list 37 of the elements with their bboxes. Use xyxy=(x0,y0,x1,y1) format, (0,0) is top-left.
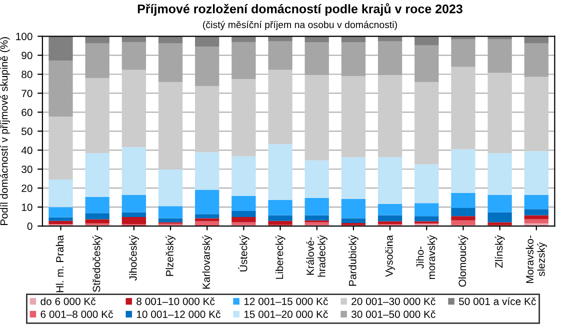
legend-label: 15 001–20 000 Kč xyxy=(244,310,328,318)
x-tick-label: Králové- hradecký xyxy=(306,235,328,277)
y-tick-label: 40 xyxy=(21,146,32,154)
y-tick-label: 20 xyxy=(22,184,32,192)
y-tick-label: 70 xyxy=(22,90,32,98)
x-tick-label: Liberecký xyxy=(275,235,286,279)
legend-label: 10 001–12 000 Kč xyxy=(136,310,220,318)
y-tick-label: 100 xyxy=(16,32,32,40)
x-tick-label: Vysočina xyxy=(385,235,395,277)
y-tick-label: 90 xyxy=(22,52,32,60)
x-tick-label: Plzeňský xyxy=(166,235,176,276)
x-tick-label: Moravsko- slezský xyxy=(526,236,547,283)
legend-label: 30 001–50 000 Kč xyxy=(351,310,436,318)
x-tick-label: Zlínský xyxy=(494,235,505,268)
y-tick-label: 50 xyxy=(22,128,32,136)
x-tick-label: Jiho- moravský xyxy=(416,235,438,279)
y-tick-label: 30 xyxy=(22,166,32,173)
x-tick-label: Středočeský xyxy=(92,235,102,292)
legend-label: 20 001–30 000 Kč xyxy=(352,297,436,306)
y-tick-label: 10 xyxy=(22,204,32,211)
legend-label: 8 001–10 000 Kč xyxy=(136,297,215,306)
legend-label: do 6 000 Kč xyxy=(40,297,96,306)
y-tick-label: 80 xyxy=(22,70,32,78)
x-tick-label: Jihočeský xyxy=(129,235,139,281)
legend-label: 50 001 a více Kč xyxy=(458,297,536,306)
legend-label: 6 001–8 000 Kč xyxy=(40,310,113,318)
y-tick-label: 0 xyxy=(27,222,32,230)
y-axis-title: Podíl domácností v příjmové skupině (%) xyxy=(0,37,10,225)
x-tick-label: Olomoucký xyxy=(458,235,468,287)
chart-title: Příjmové rozložení domácností podle krajů v roce 2023 xyxy=(138,3,462,16)
chart-subtitle: (čistý měsíční příjem na osobu v domácnosti) xyxy=(203,20,397,30)
x-tick-label: Pardubický xyxy=(348,235,358,286)
x-tick-label: Karlovarský xyxy=(202,235,212,289)
x-tick-label: Hl. m. Praha xyxy=(56,235,64,292)
x-tick-label: Ústecký xyxy=(238,235,250,272)
y-tick-label: 60 xyxy=(22,108,32,116)
legend-label: 12 001–15 000 Kč xyxy=(244,297,328,306)
